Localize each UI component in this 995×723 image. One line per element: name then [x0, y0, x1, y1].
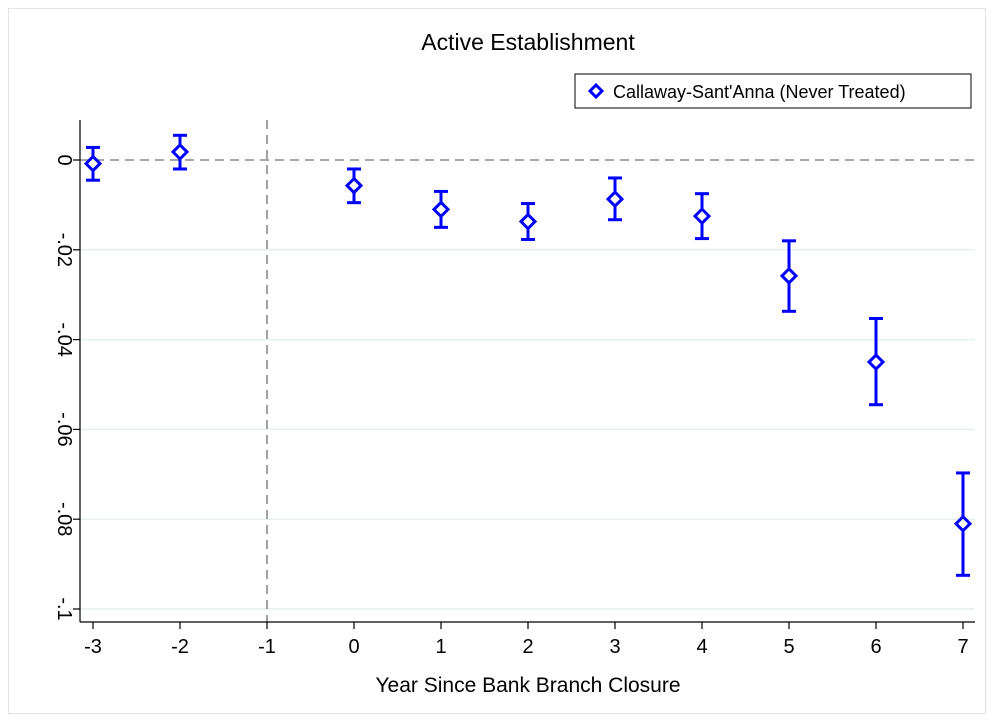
y-tick-label: -.02 — [53, 233, 75, 267]
x-tick-label: -2 — [171, 636, 189, 658]
data-point — [344, 167, 364, 205]
data-point — [83, 145, 103, 182]
data-point — [953, 471, 973, 577]
legend: Callaway-Sant'Anna (Never Treated) — [574, 73, 972, 109]
y-tick-label: 0 — [53, 154, 75, 165]
data-point — [518, 202, 538, 241]
x-tick-label: 7 — [957, 636, 968, 658]
data-point — [605, 176, 625, 222]
x-axis-label: Year Since Bank Branch Closure — [375, 674, 680, 697]
point-estimate-marker — [518, 212, 538, 231]
data-point — [866, 316, 886, 407]
x-tick-label: 3 — [609, 636, 620, 658]
x-tick-label: -3 — [84, 636, 102, 658]
point-estimate-marker — [779, 266, 799, 285]
axes — [79, 120, 975, 623]
point-estimate-marker — [866, 352, 886, 372]
point-estimate-marker — [431, 200, 451, 219]
point-estimate-marker — [953, 514, 973, 533]
point-estimate-marker — [605, 189, 625, 209]
point-estimate-marker — [344, 176, 364, 195]
data-point — [779, 239, 799, 313]
chart-frame — [8, 8, 986, 714]
y-tick-label: -.1 — [53, 597, 75, 620]
reference-lines — [80, 120, 975, 622]
point-estimate-marker — [83, 154, 103, 173]
point-estimate-marker — [692, 207, 712, 226]
legend-marker-diamond-icon — [587, 82, 605, 100]
x-tick-label: 4 — [696, 636, 707, 658]
x-tick-label: 5 — [783, 636, 794, 658]
x-tick-label: 0 — [348, 636, 359, 658]
data-point — [692, 192, 712, 241]
point-estimate-marker — [170, 142, 190, 162]
y-tick-label: -.08 — [53, 502, 75, 536]
data-points — [83, 133, 973, 577]
y-axis-ticks: 0 -.02 -.04 -.06 -.08 -.1 — [53, 154, 80, 621]
data-point — [431, 189, 451, 229]
y-tick-label: -.04 — [53, 322, 75, 356]
legend-box — [574, 73, 972, 109]
x-axis-ticks: -3 -2 -1 0 1 2 3 4 5 6 7 — [84, 622, 969, 658]
legend-label: Callaway-Sant'Anna (Never Treated) — [613, 82, 906, 102]
x-tick-label: -1 — [258, 636, 276, 658]
y-tick-label: -.06 — [53, 412, 75, 446]
x-tick-label: 6 — [870, 636, 881, 658]
data-point — [170, 133, 190, 171]
chart-title: Active Establishment — [421, 29, 635, 55]
grid-lines — [80, 249, 975, 610]
x-tick-label: 2 — [522, 636, 533, 658]
x-tick-label: 1 — [435, 636, 446, 658]
